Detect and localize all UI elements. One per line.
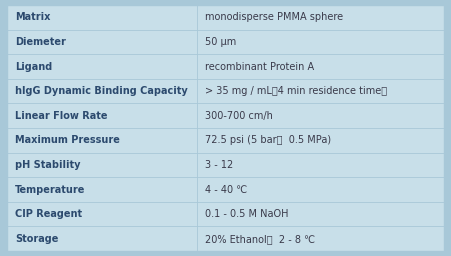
Bar (7, 103, 197, 128)
Bar (7, 177, 197, 202)
Bar (7, 128, 197, 153)
Bar (7, 30, 197, 54)
Text: 4 - 40 ℃: 4 - 40 ℃ (205, 185, 247, 195)
Bar (7, 54, 197, 79)
Bar (7, 153, 197, 177)
Text: 50 μm: 50 μm (205, 37, 236, 47)
Bar (197, 202, 444, 226)
Text: monodisperse PMMA sphere: monodisperse PMMA sphere (205, 12, 343, 22)
Text: Ligand: Ligand (15, 61, 52, 71)
Text: Linear Flow Rate: Linear Flow Rate (15, 111, 107, 121)
Text: hIgG Dynamic Binding Capacity: hIgG Dynamic Binding Capacity (15, 86, 188, 96)
Text: Temperature: Temperature (15, 185, 85, 195)
Bar (7, 79, 197, 103)
Bar (7, 202, 197, 226)
Bar (197, 128, 444, 153)
Text: CIP Reagent: CIP Reagent (15, 209, 82, 219)
Text: recombinant Protein A: recombinant Protein A (205, 61, 314, 71)
Text: Diemeter: Diemeter (15, 37, 66, 47)
Text: 3 - 12: 3 - 12 (205, 160, 233, 170)
Text: > 35 mg / mL（4 min residence time）: > 35 mg / mL（4 min residence time） (205, 86, 387, 96)
Text: Matrix: Matrix (15, 12, 51, 22)
Text: 20% Ethanol，  2 - 8 ℃: 20% Ethanol， 2 - 8 ℃ (205, 234, 315, 244)
Text: 0.1 - 0.5 M NaOH: 0.1 - 0.5 M NaOH (205, 209, 289, 219)
Text: Maximum Pressure: Maximum Pressure (15, 135, 120, 145)
Bar (197, 30, 444, 54)
Bar (197, 5, 444, 30)
Bar (197, 226, 444, 251)
Text: Storage: Storage (15, 234, 58, 244)
Text: pH Stability: pH Stability (15, 160, 80, 170)
Bar (7, 5, 197, 30)
Bar (197, 153, 444, 177)
Bar (197, 103, 444, 128)
Bar (197, 177, 444, 202)
Text: 300-700 cm/h: 300-700 cm/h (205, 111, 273, 121)
Bar (197, 79, 444, 103)
Bar (197, 54, 444, 79)
Text: 72.5 psi (5 bar，  0.5 MPa): 72.5 psi (5 bar， 0.5 MPa) (205, 135, 331, 145)
Bar (7, 226, 197, 251)
